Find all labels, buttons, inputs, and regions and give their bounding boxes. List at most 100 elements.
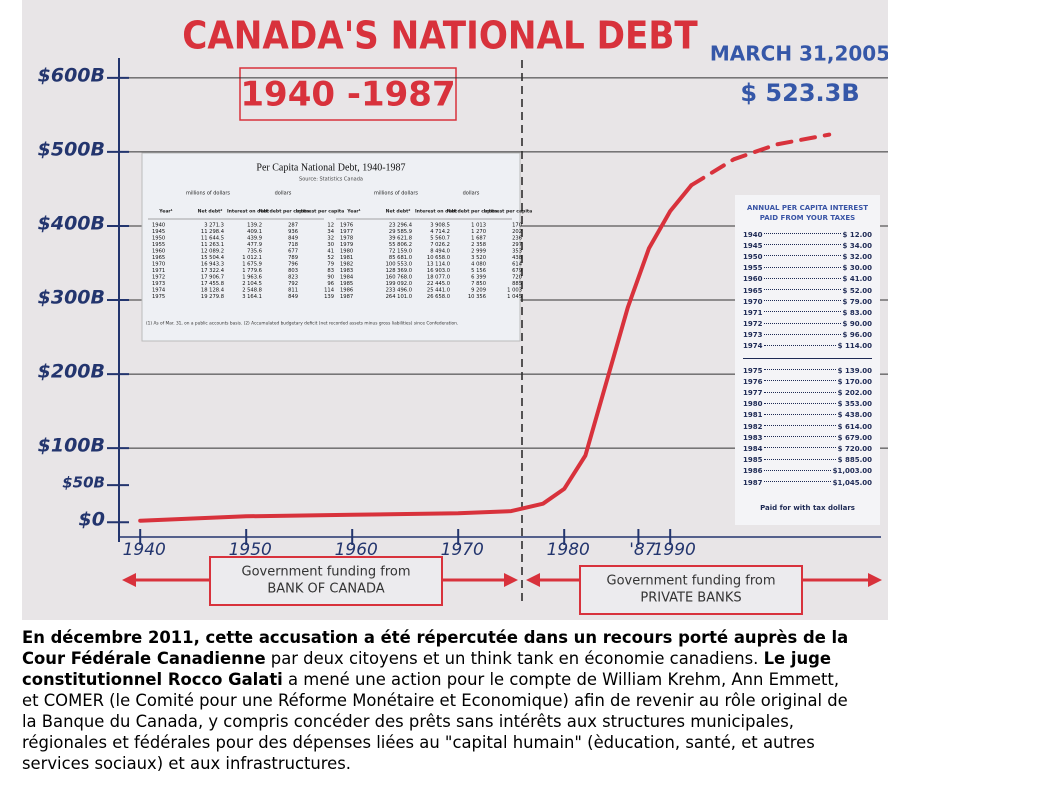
- table-cell: 789: [288, 255, 298, 261]
- table-cell: 7 026.2: [430, 242, 450, 248]
- chart-title: CANADA'S NATIONAL DEBT: [182, 14, 698, 58]
- panel-year: 1976: [743, 377, 763, 386]
- panel-footer: Paid for with tax dollars: [760, 504, 855, 513]
- table-cell: 439.9: [247, 236, 262, 242]
- table-cell: 3 271.3: [204, 223, 224, 229]
- table-cell: 353: [512, 249, 522, 255]
- panel-leader: [764, 391, 836, 393]
- y-tick-label: $0: [79, 509, 105, 531]
- panel-row: 1977 $ 202.00: [743, 387, 872, 398]
- table-cell: 4 714.2: [430, 229, 450, 235]
- panel-row: 1985 $ 885.00: [743, 455, 872, 466]
- panel-year: 1974: [743, 342, 763, 351]
- annotation-date: MARCH 31,2005: [710, 42, 888, 66]
- table-cell: 1940: [152, 223, 165, 229]
- panel-row: 1940 $ 12.00: [743, 229, 872, 240]
- panel-row: 1976 $ 170.00: [743, 376, 872, 387]
- panel-leader: [764, 402, 836, 404]
- table-cell: 1982: [340, 262, 353, 268]
- subtitle-box: [239, 67, 457, 121]
- y-tick-label: $500B: [38, 138, 105, 160]
- table-cell: 1965: [152, 255, 165, 261]
- panel-row: 1981 $ 438.00: [743, 410, 872, 421]
- table-cell: 792: [288, 281, 298, 287]
- panel-year: 1955: [743, 264, 763, 273]
- column-header: Year¹: [346, 209, 360, 215]
- table-cell: 170: [512, 223, 522, 229]
- y-tick-label: $100B: [38, 435, 105, 457]
- table-cell: 1978: [340, 236, 353, 242]
- panel-amount: $ 885.00: [837, 456, 872, 465]
- panel-amount: $ 32.00: [842, 252, 872, 261]
- panel-leader: [764, 333, 841, 335]
- group-header: dollars: [275, 191, 292, 197]
- arrow-head: [868, 573, 882, 587]
- x-tick-label: 1980: [547, 540, 590, 560]
- table-cell: 2 104.5: [242, 281, 262, 287]
- caption-text: En décembre 2011, cette accusation a été…: [22, 628, 849, 668]
- panel-year: 1971: [743, 308, 763, 317]
- panel-amount: $ 12.00: [842, 230, 872, 239]
- table-cell: 17 322.4: [201, 268, 225, 274]
- table-cell: 15 504.4: [201, 255, 225, 261]
- table-cell: 1 003: [507, 288, 522, 294]
- table-cell: 6 399: [471, 275, 486, 281]
- table-cell: 1 012.1: [242, 255, 262, 261]
- table-cell: 1970: [152, 262, 165, 268]
- column-header: Year¹: [158, 209, 172, 215]
- y-tick-label: $400B: [38, 212, 105, 234]
- table-cell: 90: [327, 275, 334, 281]
- table-cell: 885: [512, 281, 522, 287]
- table-cell: 11 644.5: [201, 236, 224, 242]
- table-cell: 1 013: [471, 223, 486, 229]
- table-cell: 2 999: [471, 249, 486, 255]
- panel-leader: [764, 344, 836, 346]
- panel-amount: $ 353.00: [837, 400, 872, 409]
- table-cell: 83: [327, 268, 334, 274]
- panel-leader: [764, 322, 841, 324]
- table-cell: 114: [324, 288, 335, 294]
- x-tick-label: 1970: [441, 540, 484, 560]
- funding-label: Government funding from: [607, 574, 776, 589]
- panel-year: 1980: [743, 400, 763, 409]
- panel-amount: $1,003.00: [832, 467, 872, 476]
- panel-leader: [764, 289, 841, 291]
- y-tick-label: $50B: [62, 474, 105, 492]
- panel-row: 1980 $ 353.00: [743, 399, 872, 410]
- column-header: Net debt per capita: [447, 209, 498, 215]
- x-tick-label: '87: [629, 540, 655, 560]
- panel-amount: $ 202.00: [837, 389, 872, 398]
- table-cell: 1971: [152, 268, 165, 274]
- panel-row: 1945 $ 34.00: [743, 240, 872, 251]
- panel-year: 1950: [743, 252, 763, 261]
- x-tick-label: 1960: [335, 540, 378, 560]
- table-cell: 139: [324, 294, 334, 300]
- panel-amount: $ 83.00: [842, 308, 872, 317]
- table-cell: 614: [512, 262, 523, 268]
- x-tick-label: 1940: [123, 540, 166, 560]
- panel-amount: $1,045.00: [832, 478, 872, 487]
- panel-row: 1965 $ 52.00: [743, 285, 872, 296]
- table-cell: 849: [288, 294, 298, 300]
- panel-row: 1960 $ 41.00: [743, 274, 872, 285]
- caption-text: Le juge constitutionnel Rocco Galati: [22, 649, 831, 689]
- table-cell: 1960: [152, 249, 165, 255]
- panel-year: 1975: [743, 366, 763, 375]
- table-cell: 236: [512, 236, 522, 242]
- panel-amount: $ 114.00: [837, 342, 872, 351]
- table-cell: 1981: [340, 255, 353, 261]
- inset-title: Per Capita National Debt, 1940-1987: [256, 162, 405, 173]
- panel-amount: $ 614.00: [837, 422, 872, 431]
- panel-leader: [764, 469, 831, 471]
- inset-table: [141, 152, 521, 342]
- panel-year: 1965: [743, 286, 763, 295]
- table-cell: 10 658.0: [427, 255, 450, 261]
- table-cell: 1 675.9: [242, 262, 262, 268]
- table-cell: 199 092.0: [386, 281, 412, 287]
- table-cell: 796: [288, 262, 298, 268]
- panel-leader: [764, 369, 836, 371]
- panel-amount: $ 79.00: [842, 297, 872, 306]
- table-cell: 4 080: [471, 262, 486, 268]
- table-cell: 5 560.7: [430, 236, 450, 242]
